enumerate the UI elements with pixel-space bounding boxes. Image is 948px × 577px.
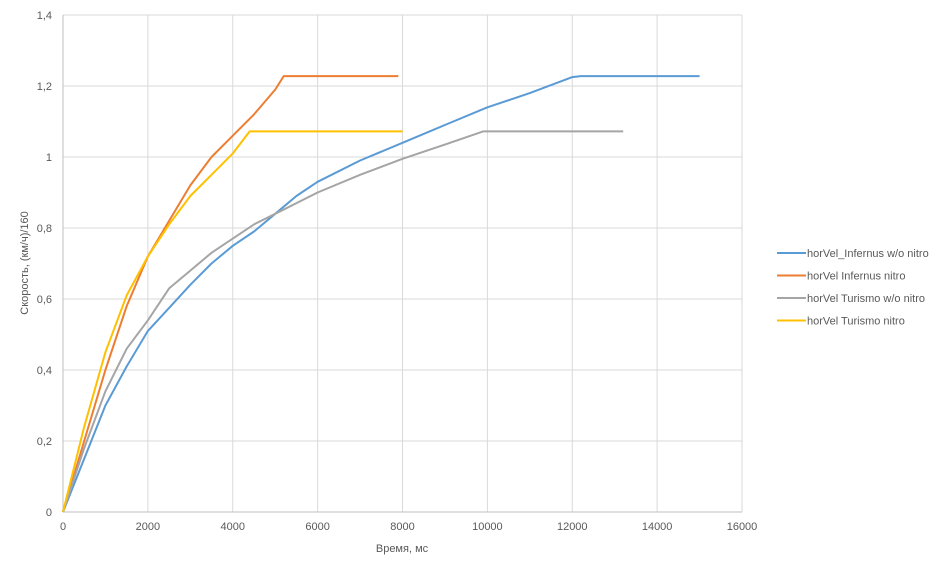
y-tick-label: 0,6 <box>37 294 52 306</box>
series-lines <box>62 75 700 513</box>
y-axis-title: Скорость, (км/ч)/160 <box>19 211 31 315</box>
y-tick-label: 1,4 <box>37 10 52 22</box>
legend-label: horVel Infernus nitro <box>807 271 905 283</box>
series-line-2 <box>62 75 399 513</box>
x-tick-label: 8000 <box>390 521 414 533</box>
x-tick-label: 6000 <box>305 521 329 533</box>
legend-label: horVel_Infernus w/o nitro <box>807 248 929 260</box>
y-tick-label: 0,8 <box>37 223 52 235</box>
series-line-4 <box>62 130 403 513</box>
x-axis-title: Время, мс <box>376 543 429 555</box>
y-tick-label: 1 <box>46 152 52 164</box>
x-tick-label: 4000 <box>221 521 245 533</box>
x-tick-label: 10000 <box>472 521 503 533</box>
tick-labels: 0 0,2 0,4 0,6 0,8 1 1,2 1,4 0 2000 4000 6000 8000 100… <box>37 10 758 533</box>
x-tick-label: 12000 <box>557 521 588 533</box>
gridlines <box>63 14 743 512</box>
series-line-1 <box>62 75 700 513</box>
x-tick-label: 0 <box>60 521 66 533</box>
legend-label: horVel Turismo nitro <box>807 316 905 328</box>
legend: horVel_Infernus w/o nitro horVel Infernus… <box>777 248 929 328</box>
legend-label: horVel Turismo w/o nitro <box>807 293 925 305</box>
x-tick-label: 14000 <box>642 521 673 533</box>
y-tick-label: 0,2 <box>37 436 52 448</box>
x-tick-label: 2000 <box>136 521 160 533</box>
y-tick-label: 0,4 <box>37 365 52 377</box>
y-tick-label: 0 <box>46 507 52 519</box>
y-tick-label: 1,2 <box>37 81 52 93</box>
x-tick-label: 16000 <box>727 521 758 533</box>
series-line-3 <box>62 130 624 513</box>
axes <box>62 15 742 513</box>
